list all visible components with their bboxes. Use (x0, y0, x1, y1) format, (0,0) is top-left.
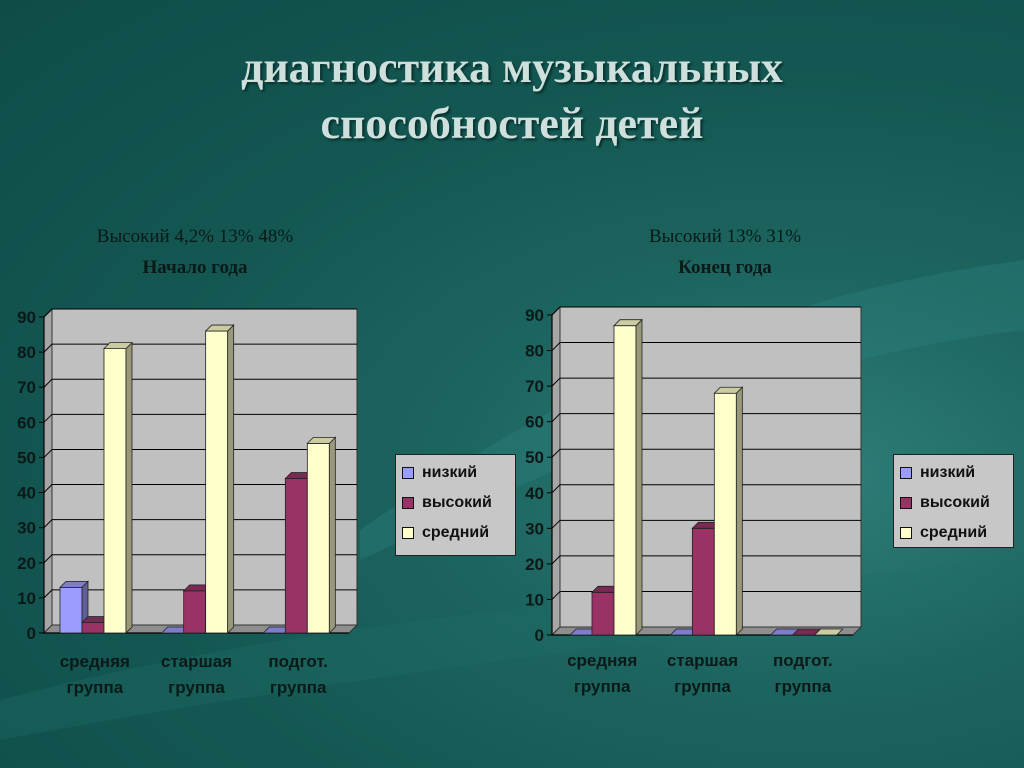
gridline (43, 413, 357, 423)
gridline (551, 342, 861, 351)
title-line-2: способностей детей (320, 99, 704, 148)
legend-label-low: низкий (422, 464, 478, 481)
y-tick-label: 40 (17, 484, 36, 503)
bar-medium-1 (204, 324, 235, 634)
x-category-label: группа (270, 678, 327, 697)
y-tick-label: 70 (17, 378, 36, 397)
x-category-label: средняя (567, 651, 637, 670)
y-tick-label: 90 (17, 308, 36, 327)
y-tick-label: 0 (27, 624, 36, 643)
caption-right-values: Высокий 13% 31% (648, 226, 802, 247)
legend-swatch-low (402, 467, 414, 479)
y-tick-label: 10 (17, 589, 36, 608)
y-tick-label: 40 (525, 484, 544, 503)
y-tick-label: 0 (535, 626, 544, 645)
gridline (551, 590, 861, 600)
legend-item-medium: средний (900, 518, 1005, 548)
x-category-label: подгот. (268, 652, 328, 671)
caption-left-period: Начало года (142, 257, 248, 278)
gridline (551, 306, 861, 316)
y-tick-label: 30 (525, 519, 544, 538)
legend-label-low: низкий (920, 464, 976, 481)
legend-item-high: высокий (402, 488, 507, 518)
legend-label-high: высокий (422, 494, 492, 511)
y-tick-label: 20 (525, 555, 544, 574)
y-tick-label: 20 (17, 554, 36, 573)
x-category-label: старшая (667, 651, 738, 670)
gridline (551, 484, 861, 494)
legend-item-low: низкий (900, 458, 1005, 488)
legend-swatch-medium (402, 527, 414, 539)
gridline (551, 413, 861, 423)
gridline (551, 519, 861, 529)
x-category-label: группа (574, 677, 631, 696)
legend-swatch-low (900, 467, 912, 479)
gridline (43, 589, 357, 599)
y-tick-label: 60 (17, 413, 36, 432)
y-tick-label: 70 (525, 377, 544, 396)
caption-right-period: Конец года (678, 257, 772, 278)
gridline (43, 308, 357, 318)
legend-item-medium: средний (402, 518, 507, 548)
y-tick-label: 90 (525, 306, 544, 325)
y-tick-label: 10 (525, 590, 544, 609)
legend-swatch-high (402, 497, 414, 509)
chart-side-wall (551, 305, 561, 637)
y-tick-label: 30 (17, 519, 36, 538)
x-category-label: группа (168, 678, 225, 697)
y-tick-label: 60 (525, 413, 544, 432)
slide-title: диагностика музыкальных способностей дет… (0, 40, 1024, 152)
y-tick-label: 50 (525, 448, 544, 467)
gridline (551, 377, 861, 387)
caption-left-values: Высокий 4,2% 13% 48% (96, 226, 294, 247)
bar-medium-0 (613, 318, 643, 636)
x-category-label: старшая (161, 652, 232, 671)
legend-end-of-year: низкий высокий средний (893, 454, 1014, 548)
legend-label-medium: средний (422, 524, 490, 541)
legend-start-of-year: низкий высокий средний (395, 454, 516, 556)
legend-label-high: высокий (920, 494, 990, 511)
gridline (43, 554, 357, 564)
gridline (43, 343, 357, 353)
y-tick-label: 80 (17, 343, 36, 362)
x-category-label: группа (66, 678, 123, 697)
bar-medium-2 (306, 436, 337, 634)
bar-medium-0 (103, 341, 133, 634)
y-tick-label: 80 (525, 342, 544, 361)
gridline (43, 378, 357, 388)
x-category-label: подгот. (773, 651, 833, 670)
legend-swatch-high (900, 497, 912, 509)
x-category-label: группа (674, 677, 731, 696)
y-tick-label: 50 (17, 448, 36, 467)
title-line-1: диагностика музыкальных (241, 43, 783, 92)
bar-medium-2 (813, 628, 844, 636)
legend-swatch-medium (900, 527, 912, 539)
legend-item-low: низкий (402, 458, 507, 488)
caption-end-of-year: Высокий 13% 31% Конец года (570, 221, 880, 283)
gridline (43, 448, 357, 458)
gridline (43, 484, 357, 493)
x-category-label: группа (774, 677, 831, 696)
gridline (551, 555, 861, 565)
legend-label-medium: средний (920, 524, 988, 541)
legend-item-high: высокий (900, 488, 1005, 518)
x-category-label: средняя (60, 652, 130, 671)
gridline (43, 519, 357, 529)
gridline (551, 448, 861, 458)
caption-start-of-year: Высокий 4,2% 13% 48% Начало года (40, 221, 350, 283)
bar-medium-1 (713, 386, 744, 636)
